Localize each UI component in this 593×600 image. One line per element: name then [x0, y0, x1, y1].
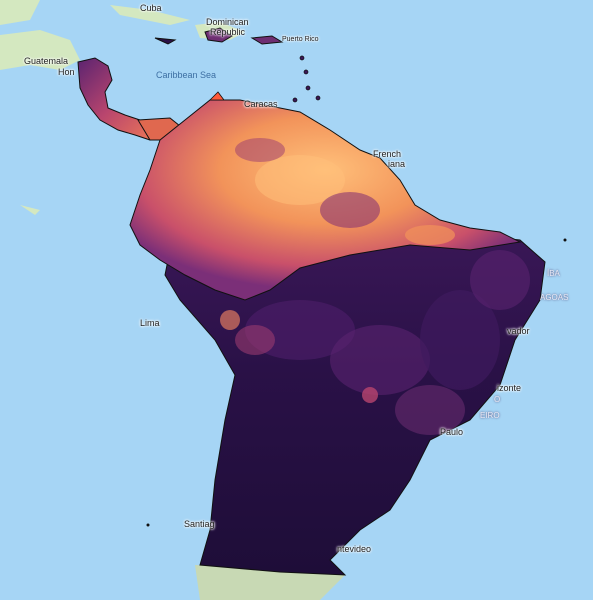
label-paraiba: ÍBA: [547, 269, 560, 278]
label-santiago: Santiag: [184, 519, 215, 529]
label-honduras: Hon: [58, 67, 75, 77]
label-rio-line1: O: [494, 395, 501, 404]
label-caracas: Caracas: [244, 99, 278, 109]
label-caribbean-sea: Caribbean Sea: [156, 70, 217, 80]
label-french-guiana-line1: French: [373, 149, 402, 159]
label-montevideo: ntevideo: [337, 544, 372, 554]
label-dominican-republic-line1: Dominican: [206, 17, 249, 27]
label-french-guiana-line2: iana: [388, 159, 406, 169]
label-cuba: Cuba: [140, 3, 162, 13]
label-dominican-republic-line2: Republic: [210, 27, 246, 37]
caribbean-islands: [146, 27, 567, 527]
label-guatemala: Guatemala: [24, 56, 69, 66]
south-america-south-heat: [164, 229, 546, 576]
south-america-north-heat: [129, 91, 522, 301]
label-alagoas: AGOAS: [540, 293, 569, 302]
label-salvador: vador: [507, 326, 530, 336]
label-lima: Lima: [140, 318, 160, 328]
label-puerto-rico: Puerto Rico: [282, 36, 319, 43]
label-rio-line2: EIRO: [480, 411, 500, 420]
label-belo-horizonte: izonte: [497, 383, 522, 393]
label-sao-paulo: Paulo: [440, 427, 464, 437]
